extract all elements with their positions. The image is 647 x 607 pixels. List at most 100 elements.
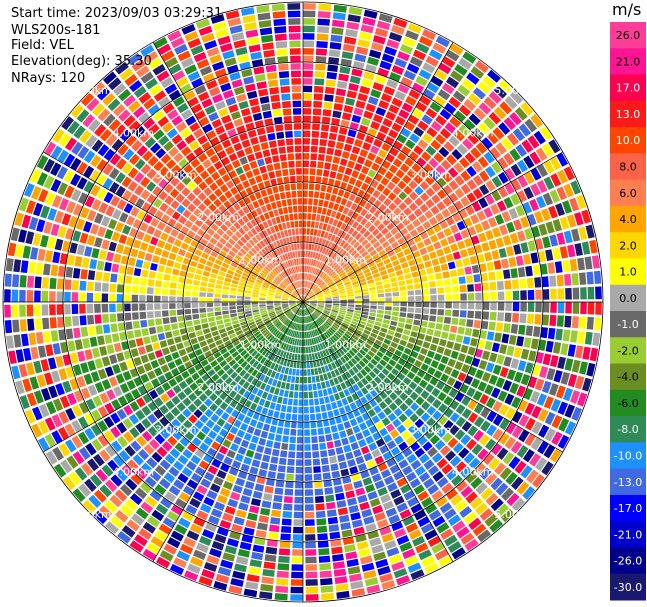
ppi-gate-cell (358, 360, 366, 368)
ppi-gate-cell (173, 479, 185, 490)
ppi-gate-cell (219, 360, 228, 368)
ppi-gate-cell (534, 277, 542, 288)
ppi-gate-cell (468, 457, 481, 470)
ppi-gate-cell (387, 236, 396, 244)
ppi-gate-cell (56, 278, 65, 290)
ppi-gate-cell (400, 296, 407, 302)
ppi-gate-cell (242, 381, 250, 390)
ppi-gate-cell (400, 353, 409, 361)
ppi-gate-cell (336, 267, 343, 274)
ppi-gate-cell (348, 504, 360, 514)
ppi-gate-cell (199, 170, 210, 180)
ppi-gate-cell (284, 245, 289, 253)
ppi-gate-cell (310, 297, 317, 300)
ppi-gate-cell (267, 310, 275, 314)
ppi-gate-cell (273, 116, 283, 125)
ppi-gate-cell (313, 191, 320, 199)
ppi-gate-cell (449, 400, 460, 411)
ppi-gate-cell (284, 214, 290, 222)
ppi-gate-cell (309, 295, 316, 299)
ppi-gate-cell (142, 150, 154, 162)
ppi-gate-cell (44, 250, 54, 263)
ppi-gate-cell (413, 145, 424, 156)
ppi-gate-cell (170, 228, 179, 238)
ppi-gate-cell (401, 430, 411, 440)
ppi-gate-cell (303, 295, 305, 302)
ppi-gate-cell (565, 287, 572, 300)
ppi-gate-cell (295, 228, 299, 235)
ppi-gate-cell (301, 302, 303, 309)
ppi-gate-cell (241, 339, 249, 346)
ppi-gate-cell (267, 292, 274, 296)
ppi-gate-cell (243, 372, 251, 380)
ppi-gate-cell (126, 519, 140, 532)
ppi-gate-cell (94, 282, 102, 292)
ppi-gate-cell (527, 240, 537, 252)
ppi-gate-cell (218, 270, 226, 277)
ppi-gate-cell (288, 451, 296, 459)
ppi-gate-cell (223, 210, 232, 219)
ppi-gate-cell (335, 583, 349, 592)
ppi-gate-cell (370, 298, 377, 302)
ppi-gate-cell (307, 290, 312, 297)
ppi-gate-cell (542, 289, 550, 300)
ppi-gate-cell (4, 320, 13, 334)
ppi-gate-cell (324, 276, 330, 282)
ppi-gate-cell (508, 207, 519, 220)
ppi-gate-cell (499, 418, 510, 431)
ppi-gate-cell (107, 98, 121, 112)
ppi-gate-cell (247, 203, 255, 212)
ppi-gate-cell (152, 342, 161, 351)
ppi-gate-cell (213, 476, 224, 486)
ppi-gate-cell (394, 90, 407, 101)
ppi-gate-cell (204, 350, 213, 358)
ppi-gate-cell (462, 138, 474, 150)
ppi-gate-cell (262, 238, 269, 246)
ppi-gate-cell (104, 402, 115, 414)
ppi-gate-cell (556, 152, 569, 167)
ppi-gate-cell (343, 444, 352, 453)
ppi-gate-cell (414, 186, 424, 196)
ppi-gate-cell (466, 72, 480, 85)
ppi-gate-cell (569, 197, 580, 212)
ppi-gate-cell (226, 449, 236, 459)
ppi-gate-cell (394, 349, 403, 357)
ppi-gate-cell (224, 322, 232, 328)
ppi-gate-cell (414, 283, 422, 290)
ppi-gate-cell (447, 541, 462, 553)
ppi-gate-cell (96, 260, 105, 271)
ppi-gate-cell (269, 425, 277, 433)
ppi-gate-cell (199, 65, 213, 76)
ppi-gate-cell (467, 246, 476, 256)
ppi-gate-cell (336, 384, 343, 392)
ppi-gate-cell (314, 260, 319, 267)
ppi-gate-cell (448, 135, 460, 147)
ppi-gate-cell (277, 332, 283, 339)
ppi-gate-cell (304, 421, 310, 429)
ppi-gate-cell (211, 373, 220, 382)
ppi-gate-cell (429, 288, 437, 295)
ppi-gate-cell (305, 579, 318, 586)
ppi-gate-cell (218, 237, 227, 245)
ppi-gate-cell (451, 148, 463, 161)
ppi-gate-cell (128, 413, 140, 425)
ppi-gate-cell (361, 265, 369, 271)
ppi-gate-cell (317, 344, 322, 351)
ppi-gate-cell (258, 324, 266, 330)
ppi-gate-cell (475, 369, 484, 380)
ppi-gate-cell (338, 339, 345, 346)
ppi-gate-cell (287, 10, 301, 18)
ppi-gate-cell (520, 373, 531, 386)
ppi-gate-cell (90, 184, 101, 197)
ppi-gate-cell (348, 177, 357, 186)
ppi-gate-cell (211, 441, 221, 451)
ppi-gate-cell (300, 258, 303, 265)
ppi-gate-cell (316, 293, 323, 297)
ppi-gate-cell (229, 491, 241, 501)
ppi-gate-cell (360, 368, 368, 377)
ppi-gate-cell (385, 423, 395, 433)
ppi-gate-cell (255, 363, 263, 371)
ppi-gate-cell (324, 216, 330, 224)
ppi-gate-cell (419, 180, 430, 191)
ppi-gate-cell (345, 286, 353, 290)
